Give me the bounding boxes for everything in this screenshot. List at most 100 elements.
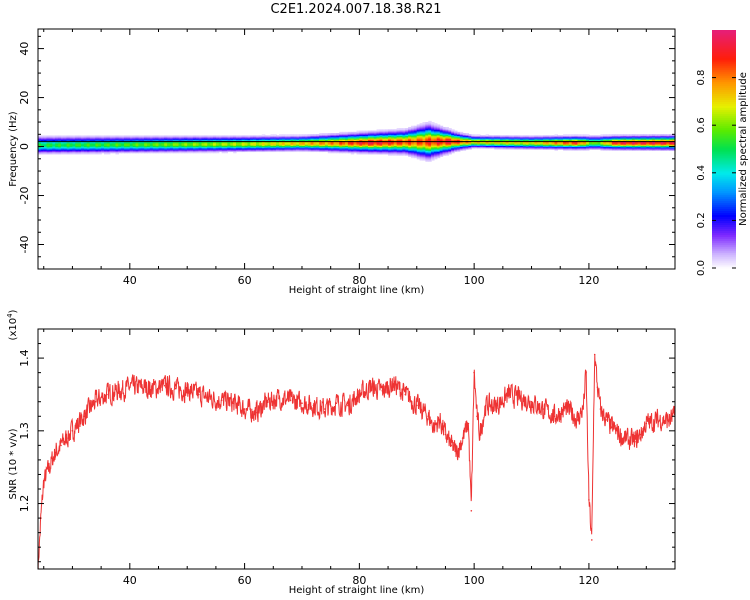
colorbar-segment (712, 220, 736, 223)
spectrogram-cell (419, 156, 424, 159)
spectrogram-cell (362, 151, 366, 154)
spectrogram-cell (419, 123, 424, 126)
colorbar-tick-label: 0.4 (696, 165, 707, 181)
spectrogram-cell (428, 130, 432, 133)
spectrogram-cell (388, 133, 392, 135)
spectrogram-cell (149, 139, 154, 142)
spectrogram-cell (167, 137, 171, 140)
spectrogram-cell (83, 139, 88, 142)
spectrogram-cell (98, 135, 102, 138)
spectrogram-cell (279, 145, 283, 148)
spectrogram-cell (46, 139, 51, 142)
spectrogram-cell (158, 139, 162, 142)
colorbar-segment (712, 176, 736, 180)
spectrogram-cell (522, 144, 527, 146)
spectrogram-cell (370, 145, 375, 148)
spectrogram-cell (316, 142, 320, 145)
spectrogram-cell (439, 136, 444, 139)
spectrogram-cell (86, 142, 91, 145)
spectrogram-cell (471, 135, 475, 138)
spectrogram-cell (238, 149, 243, 151)
spectrogram-cell (640, 136, 645, 139)
spectrogram-cell (413, 153, 418, 156)
spectrogram-cell (169, 137, 174, 140)
spectrogram-cell (663, 134, 667, 137)
spectrogram-cell (287, 134, 292, 137)
spectrogram-cell (367, 139, 372, 142)
spectrogram-cell (477, 146, 481, 149)
spectrogram-cell (322, 134, 326, 137)
colorbar-segment (712, 188, 736, 192)
spectrogram-cell (451, 133, 455, 135)
spectrogram-cell (339, 134, 343, 137)
spectrogram-cell (399, 141, 404, 144)
spectrogram-cell (310, 146, 315, 149)
spectrogram-cell (491, 145, 495, 148)
spectrogram-cell (230, 136, 234, 139)
spectrogram-cell (422, 128, 426, 130)
colorbar-segment (712, 85, 736, 89)
spectrogram-cell (393, 135, 398, 138)
spectrogram-cell (454, 142, 458, 145)
spectrogram-cell (442, 144, 447, 146)
spectrogram-cell (551, 146, 556, 149)
spectrogram-cell (135, 150, 140, 153)
spectrogram-cell (273, 136, 277, 139)
spectrogram-cell (482, 137, 487, 140)
spectrogram-cell (118, 141, 122, 144)
spectrogram-cell (201, 150, 206, 153)
spectrogram-cell (276, 149, 280, 151)
spectrogram-cell (238, 144, 243, 146)
spectrogram-cell (192, 136, 197, 139)
spectrogram-cell (258, 147, 263, 150)
spectrogram-cell (479, 142, 484, 145)
spectrogram-cell (614, 145, 619, 148)
spectrogram-cell (238, 142, 243, 145)
spectrogram-cell (459, 139, 464, 142)
spectrogram-cell (281, 141, 286, 144)
colorbar-segment (712, 210, 736, 214)
spectrogram-cell (376, 133, 381, 135)
colorbar-segment (712, 49, 736, 53)
spectrogram-cell (301, 141, 306, 144)
spectrogram-cell (419, 155, 424, 157)
spectrogram-cell (390, 149, 395, 151)
spectrogram-cell (55, 150, 59, 153)
spectrogram-cell (445, 142, 449, 145)
spectrogram-cell (78, 136, 82, 139)
spectrogram-cell (175, 145, 180, 148)
spectrogram-cell (167, 136, 171, 139)
spectrogram-cell (425, 134, 429, 137)
spectrogram-cell (425, 151, 429, 154)
spectrogram-cell (508, 137, 513, 140)
spectrogram-cell (442, 133, 447, 135)
spectrogram-cell (448, 150, 452, 153)
spectrogram-cell (379, 129, 383, 132)
spectrogram-cell (422, 125, 426, 128)
spectrogram-cell (281, 142, 286, 145)
spectrogram-cell (40, 149, 45, 151)
spectrogram-cell (158, 135, 162, 138)
spectrogram-cell (210, 146, 214, 149)
spectrogram-cell (224, 145, 228, 148)
spectrogram-cell (623, 134, 627, 137)
spectrogram-cell (448, 144, 452, 146)
colorbar-segment (712, 79, 736, 83)
spectrogram-cell (525, 135, 530, 138)
spectrogram-cell (256, 141, 260, 144)
spectrogram-cell (284, 137, 289, 140)
spectrogram-cell (365, 135, 369, 138)
spectrogram-cell (631, 145, 636, 148)
spectrogram-cell (419, 152, 424, 155)
spectrogram-cell (164, 149, 168, 151)
spectrogram-cell (623, 144, 627, 146)
spectrogram-cell (657, 136, 662, 139)
spectrogram-cell (623, 146, 627, 149)
spectrogram-cell (606, 144, 610, 146)
spectrogram-cell (548, 137, 553, 140)
spectrogram-cell (367, 146, 372, 149)
colorbar-segment (712, 73, 736, 77)
spectrogram-cell (600, 141, 604, 144)
spectrogram-cell (362, 152, 366, 155)
spectrogram-cell (543, 139, 547, 142)
